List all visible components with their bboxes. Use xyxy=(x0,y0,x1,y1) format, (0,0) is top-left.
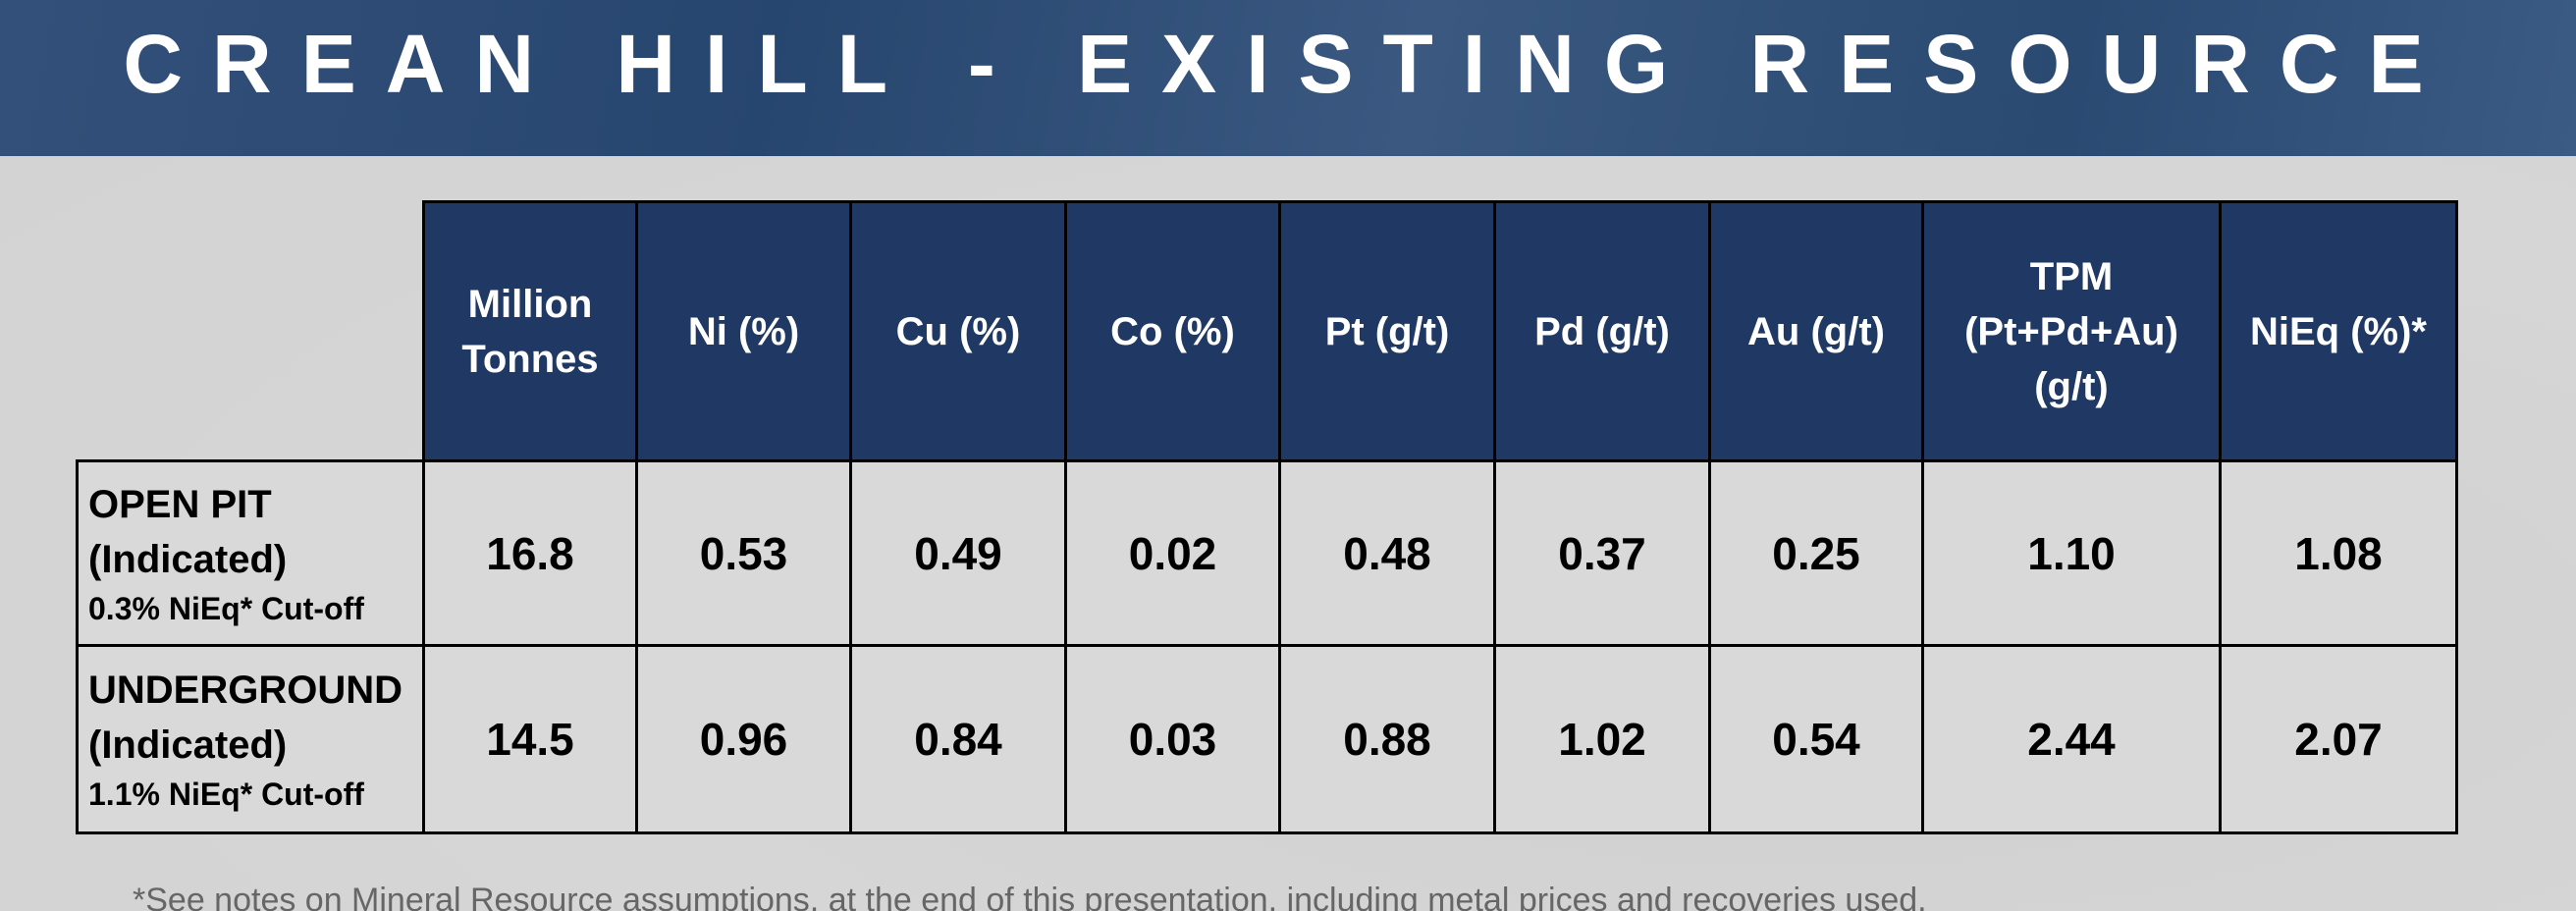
table-cell: 0.25 xyxy=(1708,459,1924,647)
column-header: TPM (Pt+Pd+Au) (g/t) xyxy=(1921,200,2222,462)
table-cell: 0.03 xyxy=(1064,644,1281,834)
label-text: (Indicated) xyxy=(88,723,288,767)
label-text: OPEN PIT xyxy=(88,482,272,526)
header-text: Au (g/t) xyxy=(1747,309,1885,353)
header-text: (g/t) xyxy=(2034,364,2109,408)
cell-value: 0.88 xyxy=(1343,714,1431,765)
table-cell: 0.49 xyxy=(849,459,1067,647)
column-header: Co (%) xyxy=(1064,200,1281,462)
header-text: Pd (g/t) xyxy=(1534,309,1670,353)
column-header: Million Tonnes xyxy=(422,200,638,462)
cutoff-text: 1.1% NiEq* Cut-off xyxy=(88,777,364,812)
cell-value: 0.53 xyxy=(699,527,788,579)
header-text: Ni (%) xyxy=(687,309,800,353)
cell-value: 0.48 xyxy=(1343,527,1431,579)
banner: CREAN HILL - EXISTING RESOURCE xyxy=(0,0,2576,156)
header-text: (Pt+Pd+Au) xyxy=(1964,309,2178,353)
cell-value: 0.96 xyxy=(699,714,788,765)
cutoff-text: 0.3% NiEq* Cut-off xyxy=(88,590,364,626)
cell-value: 16.8 xyxy=(486,527,574,579)
table-cell: 0.53 xyxy=(635,459,852,647)
table-cell: 0.02 xyxy=(1064,459,1281,647)
table-cell: 0.88 xyxy=(1278,644,1496,834)
header-text: Co (%) xyxy=(1110,309,1235,353)
table-cell: 1.10 xyxy=(1921,459,2222,647)
table-cell: 2.07 xyxy=(2219,644,2458,834)
cell-value: 0.84 xyxy=(914,714,1002,765)
cell-value: 0.37 xyxy=(1558,527,1646,579)
header-text: Tonnes xyxy=(461,337,599,381)
table-cell: 0.84 xyxy=(849,644,1067,834)
cell-value: 2.44 xyxy=(2027,714,2116,765)
column-header: Au (g/t) xyxy=(1708,200,1924,462)
table-cell: 0.37 xyxy=(1493,459,1711,647)
header-text: TPM xyxy=(2029,254,2114,298)
table-cell: 0.48 xyxy=(1278,459,1496,647)
title: CREAN HILL - EXISTING RESOURCE xyxy=(123,18,2453,110)
table-cell: 0.96 xyxy=(635,644,852,834)
cell-value: 0.03 xyxy=(1128,714,1217,765)
row-label: OPEN PIT (Indicated) 0.3% NiEq* Cut-off xyxy=(76,459,425,647)
table-cell: 0.54 xyxy=(1708,644,1924,834)
table-cell: 2.44 xyxy=(1921,644,2222,834)
table-cell: 14.5 xyxy=(422,644,638,834)
table-cell: 1.02 xyxy=(1493,644,1711,834)
column-header: Cu (%) xyxy=(849,200,1067,462)
cell-value: 1.10 xyxy=(2027,527,2116,579)
cell-value: 1.08 xyxy=(2294,527,2383,579)
header-text: NiEq (%)* xyxy=(2250,309,2427,353)
column-header: NiEq (%)* xyxy=(2219,200,2458,462)
row-label: UNDERGROUND (Indicated) 1.1% NiEq* Cut-off xyxy=(76,644,425,834)
cell-value: 0.02 xyxy=(1128,527,1217,579)
header-text: Cu (%) xyxy=(895,309,1021,353)
column-header: Ni (%) xyxy=(635,200,852,462)
table-cell: 1.08 xyxy=(2219,459,2458,647)
cell-value: 1.02 xyxy=(1558,714,1646,765)
cell-value: 0.54 xyxy=(1772,714,1860,765)
label-text: (Indicated) xyxy=(88,537,288,581)
footnote: *See notes on Mineral Resource assumptio… xyxy=(133,882,1927,911)
cell-value: 0.49 xyxy=(914,527,1002,579)
label-text: UNDERGROUND xyxy=(88,669,402,712)
header-text: Pt (g/t) xyxy=(1324,309,1450,353)
cell-value: 2.07 xyxy=(2294,714,2383,765)
header-text: Million xyxy=(467,282,593,326)
column-header: Pd (g/t) xyxy=(1493,200,1711,462)
cell-value: 0.25 xyxy=(1772,527,1860,579)
cell-value: 14.5 xyxy=(486,714,574,765)
column-header: Pt (g/t) xyxy=(1278,200,1496,462)
table-cell: 16.8 xyxy=(422,459,638,647)
